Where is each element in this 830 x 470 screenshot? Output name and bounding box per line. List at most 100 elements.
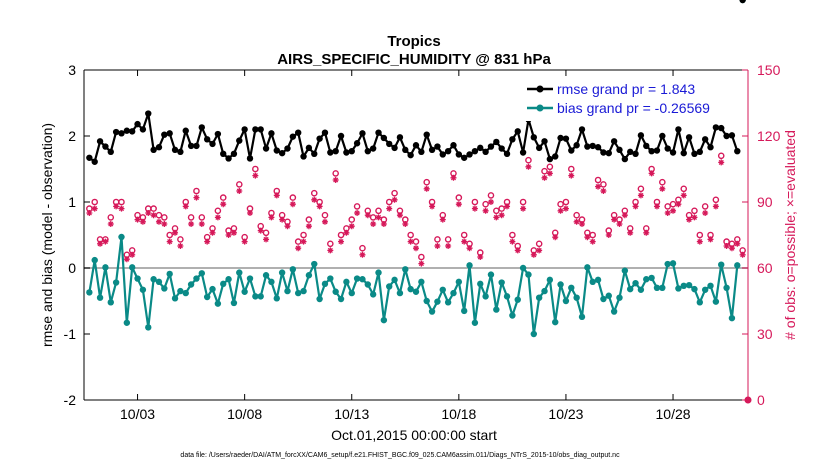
rmse-point: [364, 147, 372, 155]
bias-point: [428, 308, 436, 315]
obs-evaluated-marker: [252, 172, 259, 179]
bias-point: [112, 279, 120, 286]
obs-evaluated-marker: [214, 214, 221, 221]
bias-point: [268, 278, 275, 286]
y-tick-label: 3: [68, 62, 76, 78]
rmse-point: [348, 147, 355, 155]
rmse-point: [482, 148, 489, 156]
bias-point: [578, 313, 586, 321]
bias-point: [455, 278, 463, 286]
rmse-point: [573, 142, 580, 149]
bias-point: [155, 278, 163, 286]
obs-evaluated-marker: [477, 254, 484, 260]
bias-point: [541, 287, 548, 295]
obs-possible-marker: [519, 198, 527, 206]
rmse-point: [546, 155, 554, 163]
bias-point: [626, 285, 634, 293]
x-tick-label: 10/23: [548, 406, 583, 422]
rmse-point: [739, 0, 746, 4]
obs-evaluated-marker: [145, 210, 152, 216]
rmse-point: [444, 147, 452, 155]
rmse-point: [530, 134, 538, 141]
obs-evaluated-marker: [209, 229, 216, 236]
rmse-point: [664, 145, 671, 152]
bias-point: [107, 299, 114, 306]
rmse-point: [327, 149, 334, 156]
bias-point: [91, 256, 98, 264]
rmse-point: [359, 130, 366, 137]
obs-possible-marker: [359, 244, 366, 252]
rmse-point: [653, 147, 661, 154]
plot-area: [84, 70, 748, 400]
bias-point: [648, 274, 655, 282]
obs-evaluated-marker: [225, 232, 232, 238]
obs-possible-marker: [391, 189, 398, 197]
bias-point: [407, 285, 414, 293]
obs-possible-marker: [332, 170, 339, 177]
obs-evaluated-marker: [407, 238, 414, 245]
obs-possible-marker: [91, 198, 99, 206]
legend-rmse-label: rmse grand pr = 1.843: [557, 81, 695, 97]
bias-point: [145, 324, 152, 331]
rmse-point: [123, 127, 131, 134]
bias-point: [728, 314, 736, 322]
obs-possible-marker: [637, 185, 645, 193]
bias-point: [568, 284, 575, 291]
obs-evaluated-marker: [530, 251, 537, 258]
rmse-point: [498, 145, 505, 152]
obs-evaluated-marker: [391, 196, 398, 203]
bias-point: [225, 276, 232, 283]
rmse-series: [86, 0, 746, 165]
obs-possible-marker: [701, 203, 709, 210]
rmse-point: [305, 144, 313, 152]
rmse-point: [112, 128, 120, 136]
obs-evaluated-marker: [311, 196, 318, 203]
rmse-point: [150, 146, 157, 154]
bias-point: [386, 283, 393, 290]
obs-evaluated-marker: [204, 238, 211, 245]
bias-point: [209, 285, 216, 293]
bias-point: [289, 266, 297, 273]
obs-evaluated-marker: [177, 243, 184, 249]
rmse-point: [134, 120, 141, 128]
rmse-point: [423, 131, 430, 138]
obs-evaluated-marker: [568, 172, 575, 179]
obs-evaluated-marker: [471, 205, 478, 212]
bias-point: [675, 285, 682, 292]
bias-point: [316, 295, 323, 303]
obs-possible-marker: [717, 152, 725, 160]
bias-point: [412, 288, 420, 295]
obs-evaluated-marker: [546, 170, 553, 177]
bias-point: [139, 286, 147, 293]
obs-possible-marker: [327, 240, 334, 248]
obs-possible-marker: [262, 229, 270, 237]
rmse-point: [643, 142, 650, 150]
bias-point: [535, 294, 543, 301]
bias-point: [396, 289, 404, 297]
obs-evaluated-marker: [712, 203, 719, 210]
bias-point: [594, 276, 602, 284]
obs-possible-marker: [712, 196, 720, 204]
obs-evaluated-marker: [584, 234, 591, 241]
rmse-point: [171, 146, 179, 154]
rmse-point: [257, 126, 264, 133]
obs-possible-marker: [541, 167, 548, 175]
bias-point: [525, 271, 532, 278]
obs-evaluated-marker: [247, 210, 253, 216]
obs-evaluated-marker: [102, 238, 109, 245]
obs-evaluated-marker: [118, 205, 125, 212]
obs-possible-marker: [434, 236, 441, 243]
y-right-tick-label: 30: [757, 326, 773, 342]
obs-possible-marker: [289, 194, 297, 201]
x-tick-label: 10/13: [334, 406, 369, 422]
rmse-point: [155, 144, 163, 151]
rmse-point: [450, 142, 457, 149]
rmse-point: [605, 149, 612, 157]
obs-possible-marker: [187, 214, 195, 221]
obs-possible-marker: [460, 231, 468, 239]
obs-evaluated-marker: [305, 223, 312, 230]
obs-possible-marker: [305, 216, 313, 223]
rmse-point: [225, 155, 232, 162]
x-tick-label: 10/18: [441, 406, 476, 422]
